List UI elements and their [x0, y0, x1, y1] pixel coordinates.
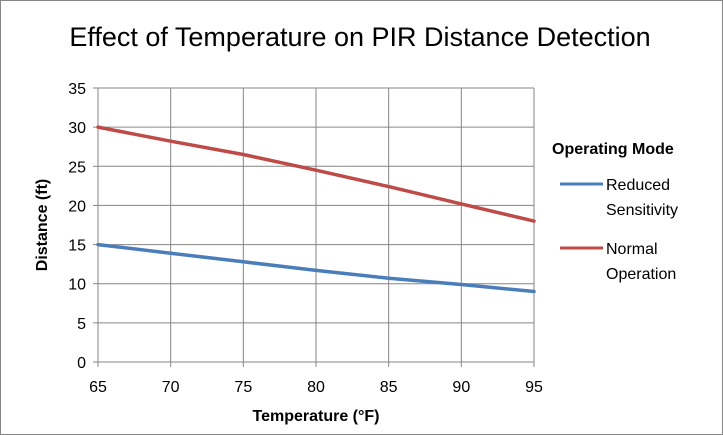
axes: [93, 87, 535, 367]
x-tick-label: 95: [525, 379, 543, 396]
x-tick-label: 80: [307, 379, 325, 396]
y-tick-label: 35: [68, 81, 86, 98]
x-tick-label: 70: [162, 379, 180, 396]
y-tick-label: 30: [68, 120, 86, 137]
legend-title: Operating Mode: [552, 141, 674, 158]
chart-title: Effect of Temperature on PIR Distance De…: [69, 22, 650, 52]
x-tick-label: 75: [234, 379, 252, 396]
series-line-normal-operation[interactable]: [96, 125, 536, 223]
y-tick-label: 0: [77, 355, 86, 372]
y-tick-label: 5: [77, 316, 86, 333]
legend-item-reduced-sensitivity[interactable]: Reduced Sensitivity: [560, 177, 678, 219]
x-tick-label: 65: [89, 379, 107, 396]
x-axis-title: Temperature (°F): [252, 408, 379, 425]
legend-item-normal-operation[interactable]: Normal Operation: [560, 241, 676, 283]
y-tick-labels: 0 5 10 15 20 25 30 35: [68, 81, 86, 372]
y-tick-label: 20: [68, 198, 86, 215]
y-tick-label: 10: [68, 277, 86, 294]
legend-label: Operation: [606, 266, 676, 283]
y-tick-label: 15: [68, 238, 86, 255]
legend-label: Normal: [606, 241, 658, 258]
x-tick-label: 90: [452, 379, 470, 396]
x-tick-label: 85: [380, 379, 398, 396]
series-lines: [96, 125, 536, 294]
y-tick-label: 25: [68, 159, 86, 176]
legend-label: Reduced: [606, 177, 670, 194]
legend-label: Sensitivity: [606, 202, 678, 219]
y-axis-title: Distance (ft): [34, 179, 51, 271]
legend: Operating Mode Reduced Sensitivity Norma…: [552, 141, 678, 283]
x-tick-labels: 65 70 75 80 85 90 95: [89, 379, 543, 396]
series-line-reduced-sensitivity[interactable]: [96, 242, 536, 294]
